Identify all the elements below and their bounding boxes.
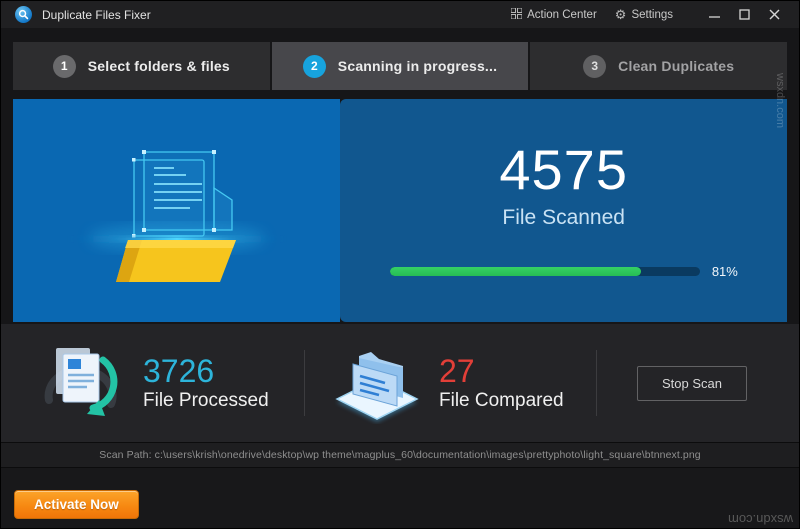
grid-icon bbox=[510, 7, 523, 22]
gear-icon: ⚙ bbox=[614, 6, 627, 22]
files-compared-value: 27 bbox=[439, 352, 475, 389]
file-processed-icon bbox=[44, 348, 118, 416]
scan-path-bar: Scan Path: c:\users\krish\onedrive\deskt… bbox=[1, 442, 799, 467]
step-3-badge: 3 bbox=[583, 54, 607, 78]
stats-divider bbox=[596, 350, 597, 416]
step-tabbar: 1 Select folders & files 2 Scanning in p… bbox=[13, 42, 788, 90]
files-scanned-count: 4575 bbox=[499, 138, 628, 201]
minimize-button[interactable] bbox=[699, 4, 729, 26]
file-compared-icon bbox=[335, 352, 419, 422]
activate-now-button[interactable]: Activate Now bbox=[14, 490, 139, 519]
stats-strip: 3726 File Processed bbox=[1, 324, 799, 442]
files-compared-stat: 27 File Compared bbox=[305, 342, 596, 424]
main-content: 1 Select folders & files 2 Scanning in p… bbox=[1, 28, 799, 528]
tab-label: Clean Duplicates bbox=[618, 58, 735, 74]
app-logo-icon bbox=[15, 6, 32, 23]
tab-label: Scanning in progress... bbox=[337, 58, 498, 74]
scan-panel: 4575 File Scanned 81% bbox=[13, 99, 787, 322]
step-1-badge: 1 bbox=[52, 54, 76, 78]
window-title: Duplicate Files Fixer bbox=[42, 7, 151, 22]
stats-divider bbox=[304, 350, 305, 416]
close-button[interactable] bbox=[759, 4, 789, 26]
tab-scanning-progress[interactable]: 2 Scanning in progress... bbox=[271, 42, 529, 90]
footer-bar: Activate Now bbox=[1, 467, 799, 528]
titlebar: Duplicate Files Fixer Action Center ⚙ Se… bbox=[1, 1, 799, 28]
files-processed-value: 3726 bbox=[143, 352, 215, 389]
files-scanned-label: File Scanned bbox=[502, 206, 625, 229]
progress-percent-label: 81% bbox=[711, 264, 738, 279]
settings-label: Settings bbox=[631, 8, 673, 21]
files-processed-stat: 3726 File Processed bbox=[13, 342, 304, 424]
step-2-badge: 2 bbox=[302, 54, 326, 78]
maximize-button[interactable] bbox=[729, 4, 759, 26]
tab-select-folders[interactable]: 1 Select folders & files bbox=[13, 42, 270, 90]
tab-label: Select folders & files bbox=[87, 58, 230, 74]
scanning-folder-illustration bbox=[69, 149, 284, 282]
scan-progress: 81% bbox=[389, 264, 738, 279]
stop-scan-button[interactable]: Stop Scan bbox=[637, 365, 747, 401]
files-compared-label: File Compared bbox=[439, 390, 564, 412]
scan-status-area: 4575 File Scanned 81% bbox=[340, 99, 787, 322]
files-processed-label: File Processed bbox=[143, 390, 269, 412]
action-center-button[interactable]: Action Center bbox=[510, 7, 597, 22]
scan-path-text: Scan Path: c:\users\krish\onedrive\deskt… bbox=[99, 449, 701, 461]
action-center-label: Action Center bbox=[527, 8, 597, 21]
tab-clean-duplicates[interactable]: 3 Clean Duplicates bbox=[530, 42, 788, 90]
settings-button[interactable]: ⚙ Settings bbox=[615, 7, 673, 23]
progress-fill bbox=[389, 267, 641, 276]
progress-track bbox=[389, 267, 700, 276]
scan-illustration-area bbox=[13, 99, 341, 322]
